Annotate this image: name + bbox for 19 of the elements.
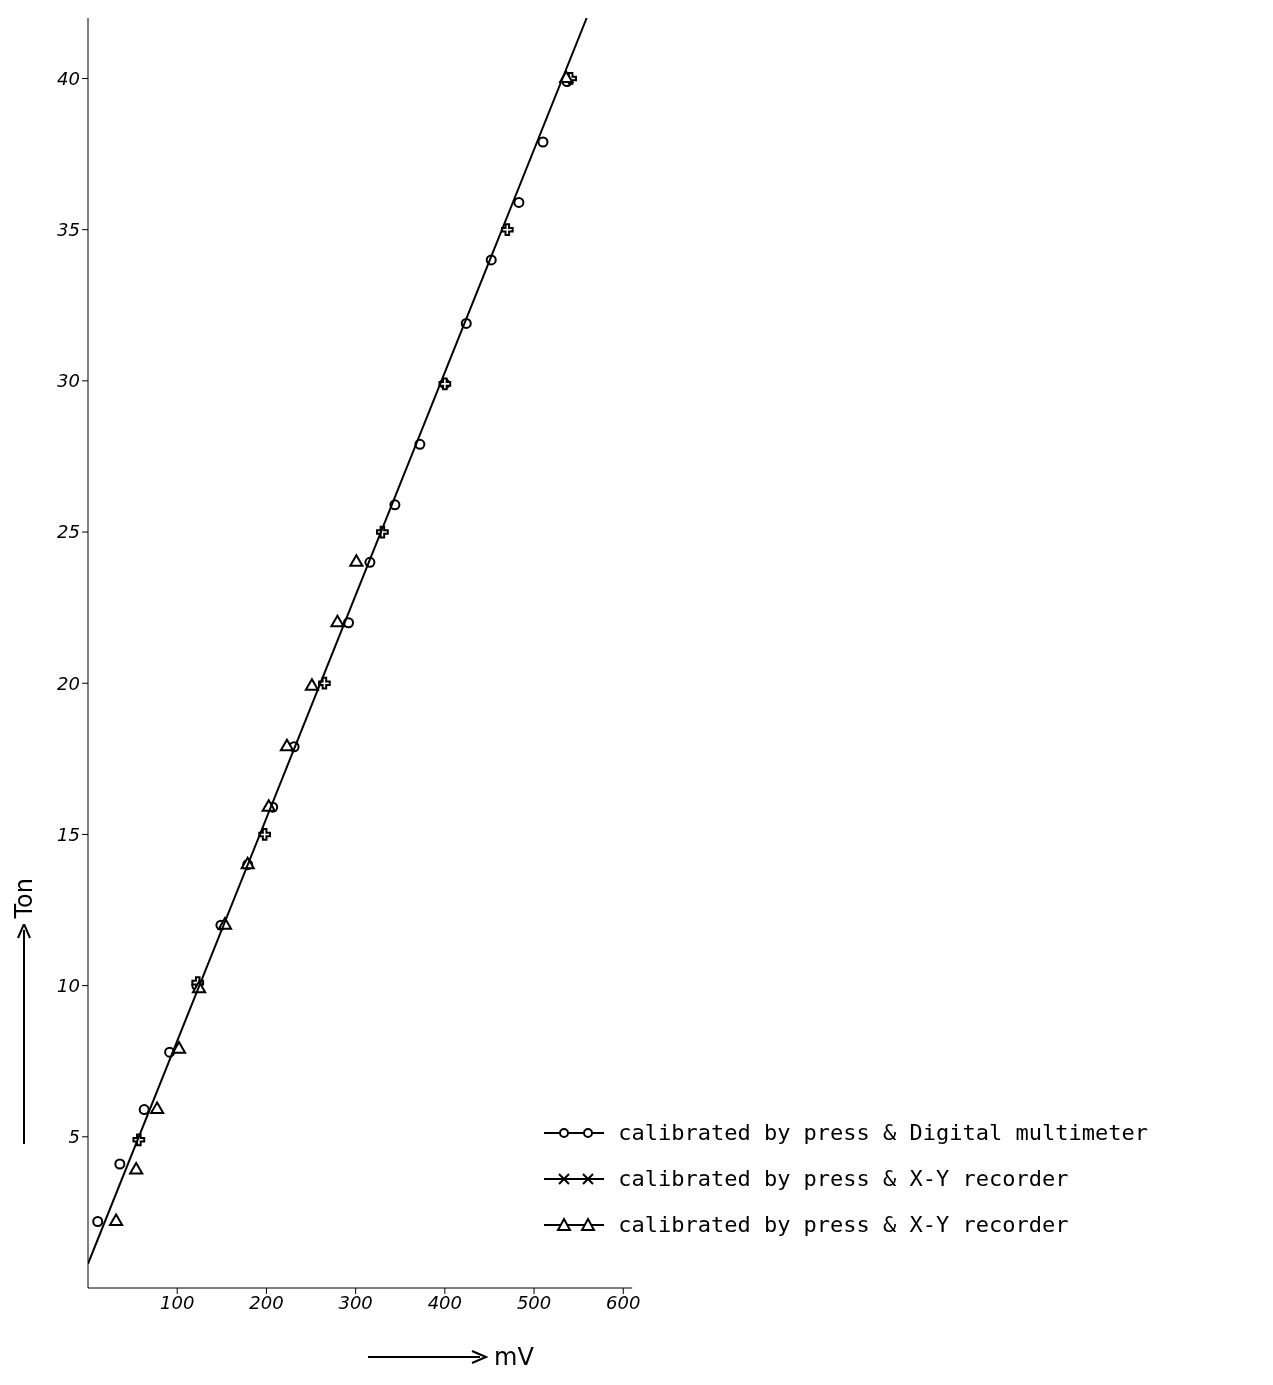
x-tick-label: 200 [249, 1291, 284, 1313]
y-tick-label: 10 [57, 975, 80, 997]
x-tick-label: 500 [516, 1291, 552, 1313]
y-tick-label: 15 [57, 823, 80, 845]
legend-label: calibrated by press & Digital multimeter [618, 1119, 1148, 1147]
x-axis-title: mV [494, 1343, 534, 1371]
y-tick-label: 25 [57, 521, 80, 543]
y-tick-label: 5 [68, 1126, 80, 1148]
y-tick-label: 40 [57, 67, 80, 89]
x-tick-label: 600 [606, 1291, 641, 1313]
y-tick-label: 35 [57, 219, 80, 241]
y-tick-label: 30 [57, 370, 80, 392]
x-tick-label: 100 [160, 1291, 195, 1313]
y-axis-title: Ton [10, 878, 38, 919]
legend-label: calibrated by press & X-Y recorder [618, 1211, 1069, 1239]
y-tick-label: 20 [57, 672, 80, 694]
x-tick-label: 300 [338, 1291, 373, 1313]
legend-label: calibrated by press & X-Y recorder [618, 1165, 1069, 1193]
x-tick-label: 400 [427, 1291, 463, 1313]
